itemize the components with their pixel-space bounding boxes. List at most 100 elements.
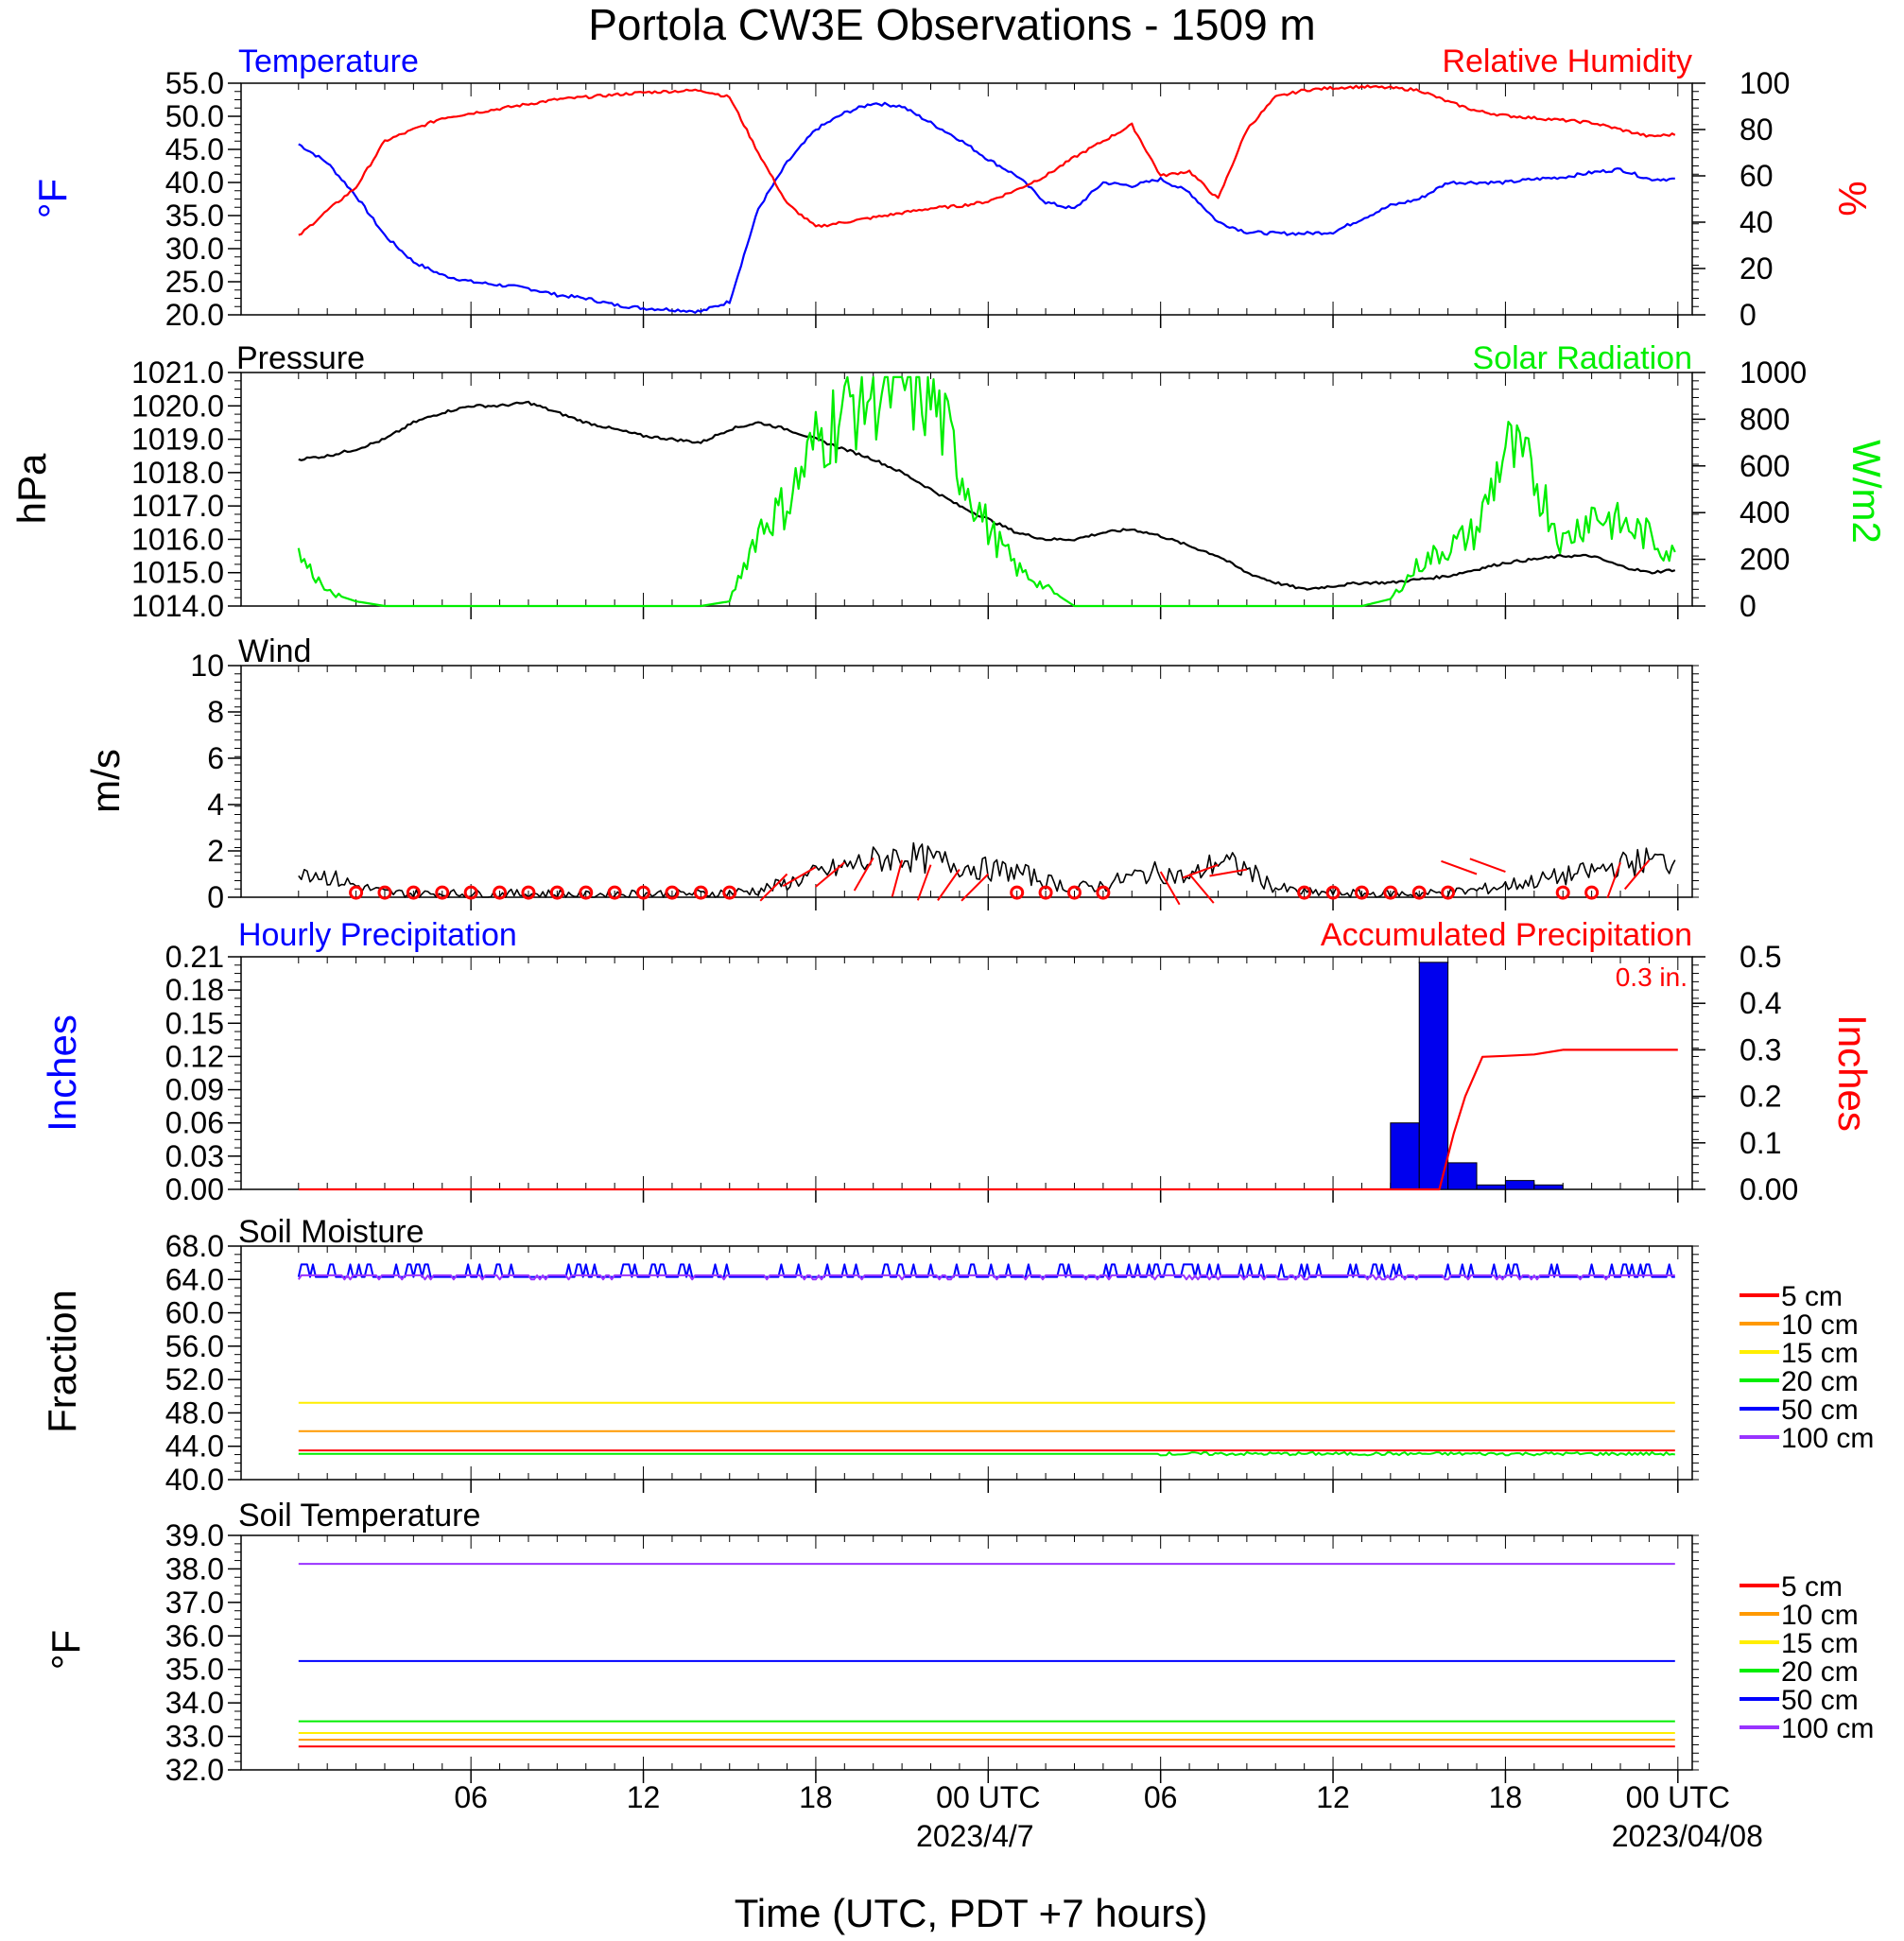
x-tick-label: 12 bbox=[627, 1780, 661, 1814]
panel-frame bbox=[240, 1245, 1693, 1481]
series-line-0 bbox=[298, 101, 1675, 314]
y-tick-label-left: 1015.0 bbox=[131, 556, 224, 590]
panel-frame bbox=[240, 665, 1693, 898]
y-tick-label-left: 0.00 bbox=[165, 1172, 224, 1206]
y-tick-label-left: 37.0 bbox=[165, 1586, 224, 1620]
figure-title: Portola CW3E Observations - 1509 m bbox=[588, 0, 1316, 49]
y-tick-label-left: 39.0 bbox=[165, 1518, 224, 1552]
y-axis-label-left: °F bbox=[43, 1630, 88, 1670]
y-tick-label-left: 0.15 bbox=[165, 1006, 224, 1040]
x-tick-label: 00 UTC bbox=[936, 1780, 1040, 1814]
panel-title-left: Temperature bbox=[238, 43, 419, 79]
y-tick-label-left: 25.0 bbox=[165, 265, 224, 299]
y-tick-label-left: 2 bbox=[207, 834, 224, 868]
accumulated-precip-line bbox=[298, 1048, 1678, 1191]
y-tick-label-left: 40.0 bbox=[165, 1463, 224, 1497]
x-date-label: 2023/4/7 bbox=[916, 1819, 1034, 1853]
x-tick-label: 00 UTC bbox=[1626, 1780, 1730, 1814]
time-axis: 06 12 18 00 UTC 06 12 18 00 UTC 2023/4/7 2023/04/… bbox=[454, 1780, 1763, 1853]
legend-label: 20 cm bbox=[1781, 1366, 1859, 1397]
legend-label: 100 cm bbox=[1781, 1713, 1874, 1744]
y-axis-label-left: hPa bbox=[9, 453, 54, 524]
series-line-1 bbox=[298, 84, 1676, 236]
y-tick-label-right: 20 bbox=[1740, 251, 1774, 286]
precip-bar bbox=[1447, 1162, 1478, 1190]
y-tick-label-left: 1021.0 bbox=[131, 355, 224, 390]
calm-marker bbox=[722, 885, 737, 900]
legend-label: 5 cm bbox=[1781, 1571, 1843, 1603]
y-tick-label-right: 0.2 bbox=[1740, 1080, 1781, 1114]
panel-title-right: Solar Radiation bbox=[1473, 340, 1692, 376]
wind-barb bbox=[1159, 871, 1181, 906]
panel-title-left: Soil Moisture bbox=[238, 1214, 424, 1250]
y-tick-label-left: 68.0 bbox=[165, 1229, 224, 1263]
panel-title-left: Soil Temperature bbox=[238, 1498, 480, 1534]
panel-title-left: Wind bbox=[238, 633, 311, 669]
y-tick-label-left: 1020.0 bbox=[131, 389, 224, 423]
chart-panels: 55.050.045.040.035.030.025.020.010080604… bbox=[9, 43, 1889, 1787]
y-tick-label-left: 50.0 bbox=[165, 99, 224, 133]
calm-marker bbox=[1441, 885, 1456, 900]
panel-wind: 10 8 6 4 2 0 Wind m/s bbox=[83, 633, 1699, 914]
wind-barb bbox=[891, 859, 904, 897]
legend-label: 15 cm bbox=[1781, 1628, 1859, 1659]
y-tick-label-left: 48.0 bbox=[165, 1395, 224, 1430]
y-tick-label-left: 40.0 bbox=[165, 165, 224, 199]
y-tick-label-left: 0.21 bbox=[165, 940, 224, 974]
x-axis-title: Time (UTC, PDT +7 hours) bbox=[735, 1891, 1208, 1935]
panel-title-right: Accumulated Precipitation bbox=[1321, 917, 1692, 953]
calm-marker bbox=[549, 885, 564, 900]
y-axis-label-right: % bbox=[1830, 181, 1875, 216]
series-line-0 bbox=[298, 400, 1676, 591]
calm-marker bbox=[1584, 885, 1600, 900]
y-tick-label-left: 8 bbox=[207, 695, 224, 729]
accumulated-total-annotation: 0.3 in. bbox=[1616, 962, 1688, 992]
y-tick-label-right: 80 bbox=[1740, 113, 1774, 147]
y-tick-label-left: 1014.0 bbox=[131, 589, 224, 623]
y-tick-label-left: 0.09 bbox=[165, 1073, 224, 1107]
y-tick-label-left: 60.0 bbox=[165, 1296, 224, 1330]
y-tick-label-right: 0 bbox=[1740, 589, 1757, 623]
y-tick-label-left: 0.06 bbox=[165, 1106, 224, 1140]
wind-barb bbox=[759, 873, 788, 902]
legend-label: 100 cm bbox=[1781, 1423, 1874, 1454]
wind-barb bbox=[782, 866, 817, 888]
calm-marker bbox=[493, 885, 508, 900]
legend-label: 5 cm bbox=[1781, 1281, 1843, 1312]
calm-marker bbox=[1383, 885, 1398, 900]
y-tick-label-right: 0.5 bbox=[1740, 940, 1781, 974]
y-tick-label-right: 0.00 bbox=[1740, 1172, 1798, 1206]
y-tick-label-right: 100 bbox=[1740, 66, 1790, 100]
calm-marker bbox=[349, 885, 364, 900]
calm-marker bbox=[1325, 885, 1341, 900]
y-tick-label-left: 0.03 bbox=[165, 1139, 224, 1173]
y-axis-label-left: Fraction bbox=[40, 1290, 84, 1433]
wind-barb bbox=[1606, 861, 1621, 899]
wind-barb bbox=[1623, 859, 1651, 891]
x-tick-label: 18 bbox=[799, 1780, 833, 1814]
wind-barb bbox=[853, 857, 874, 892]
y-tick-label-left: 35.0 bbox=[165, 1653, 224, 1687]
y-tick-label-left: 38.0 bbox=[165, 1551, 224, 1586]
y-tick-label-left: 45.0 bbox=[165, 132, 224, 166]
panel-title-left: Hourly Precipitation bbox=[238, 917, 517, 953]
legend-label: 50 cm bbox=[1781, 1685, 1859, 1716]
calm-marker bbox=[1010, 885, 1025, 900]
soil-series-line-5 bbox=[297, 1274, 1675, 1281]
calm-marker bbox=[607, 885, 622, 900]
y-axis-label-right: Inches bbox=[1830, 1014, 1875, 1132]
y-tick-label-left: 55.0 bbox=[165, 66, 224, 100]
y-tick-label-left: 6 bbox=[207, 741, 224, 775]
panel-pressure_solar: 1021.01020.01019.01018.01017.01016.01015… bbox=[9, 340, 1889, 623]
calm-marker bbox=[521, 885, 536, 900]
y-tick-label-left: 30.0 bbox=[165, 232, 224, 266]
wind-barb bbox=[1441, 859, 1478, 875]
y-tick-label-left: 10 bbox=[190, 649, 224, 683]
y-tick-label-left: 64.0 bbox=[165, 1262, 224, 1296]
y-tick-label-left: 20.0 bbox=[165, 298, 224, 332]
calm-marker bbox=[377, 885, 392, 900]
wind-barb bbox=[815, 861, 845, 888]
y-tick-label-right: 40 bbox=[1740, 205, 1774, 239]
